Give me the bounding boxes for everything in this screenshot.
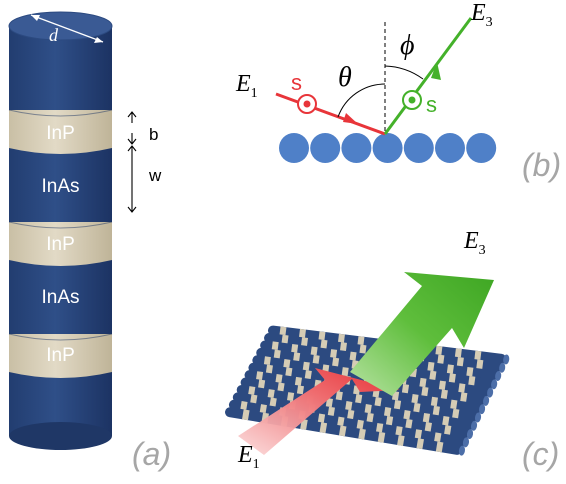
incident-polarization-icon [297, 94, 317, 114]
atom [435, 133, 465, 163]
panel-label-b: (b) [522, 147, 561, 183]
array-incident-field-label: E1 [237, 442, 260, 472]
panel-label-c: (c) [522, 436, 559, 472]
theta-arc [337, 83, 386, 118]
barrier-label: b [149, 125, 158, 144]
atom [310, 133, 341, 163]
nanowire-row [240, 377, 482, 423]
atom [279, 133, 309, 163]
incident-pol-label: s [291, 70, 302, 95]
scattering-geometry: s s θ ϕ E1 E3 (b) [235, 0, 561, 183]
outgoing-beam-arrow [350, 272, 494, 396]
segment-label: InP [46, 234, 75, 255]
well-label: w [148, 166, 162, 185]
barrier-dimension [127, 111, 137, 145]
diameter-arrow [30, 14, 104, 43]
outgoing-arrowhead [431, 62, 441, 80]
rod-segment-inas [9, 148, 112, 222]
outgoing-pol-label: s [426, 92, 437, 117]
rod-segment-inas [9, 260, 112, 334]
incident-field-label: E1 [235, 71, 258, 101]
theta-label: θ [338, 62, 352, 93]
rod-bottom [9, 422, 112, 450]
outgoing-ray [383, 17, 473, 135]
phi-label: ϕ [400, 30, 415, 61]
incident-arrowhead [343, 113, 358, 124]
nanowire: d InP InAs InP InAs InP b w (a) [8, 11, 171, 472]
phi-arc [384, 65, 424, 80]
atom [372, 133, 403, 163]
atom [403, 133, 434, 163]
atom [341, 133, 372, 163]
well-dimension [127, 145, 137, 213]
nanowire-array: E3 E1 (c) [225, 228, 559, 472]
outgoing-polarization-icon [402, 90, 422, 110]
atom-row [279, 133, 497, 163]
segment-label: InP [46, 345, 75, 366]
segment-label: InP [46, 123, 75, 144]
segment-label: InAs [41, 287, 79, 308]
diameter-label: d [49, 25, 59, 45]
outgoing-field-label: E3 [470, 0, 493, 30]
incident-ray [275, 92, 386, 136]
panel-label-a: (a) [132, 436, 171, 472]
segment-label: InAs [41, 176, 79, 197]
array-outgoing-field-label: E3 [463, 228, 486, 258]
atom [466, 133, 497, 163]
incident-beam-arrow [238, 368, 400, 455]
